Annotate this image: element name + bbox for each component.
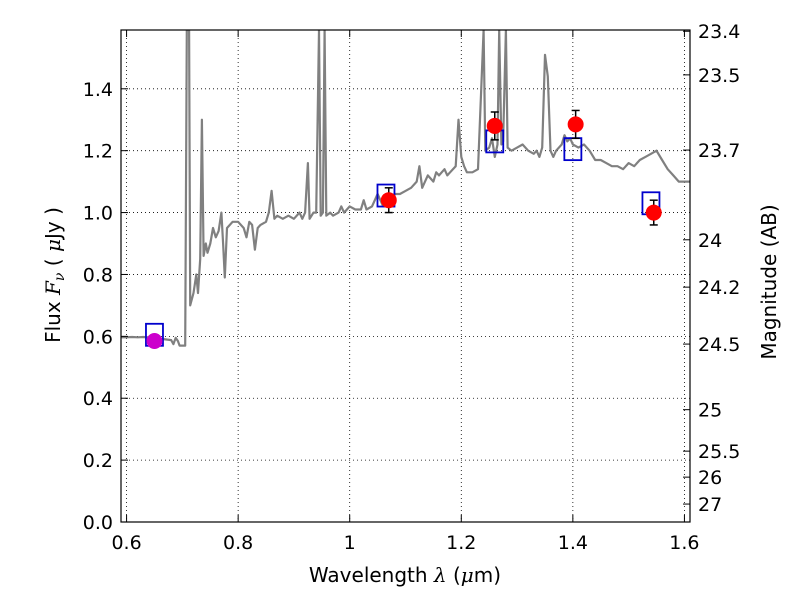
x-tick-label: 1.4 [558, 532, 588, 554]
x-tick-label: 0.6 [111, 532, 141, 554]
spectrum-layer [121, 30, 690, 347]
y2-tick-label: 24.2 [698, 277, 740, 299]
y-axis-title: Flux Fν ( μJy ) [41, 207, 68, 343]
y-tick-label: 1.4 [83, 79, 113, 101]
y-tick-label: 0.6 [83, 326, 113, 348]
spectrum-line [121, 30, 690, 347]
y2-tick-label: 24.5 [698, 334, 740, 356]
y2-tick-label: 27 [698, 494, 722, 516]
y-tick-label: 0.8 [83, 264, 113, 286]
y2-tick-label: 23.5 [698, 65, 740, 87]
observed-photometry-point [146, 332, 163, 349]
observed-photometry-point [567, 116, 584, 133]
y-tick-label: 0.4 [83, 388, 113, 410]
y-tick-label: 1.0 [83, 203, 113, 225]
x-tick-label: 1 [344, 532, 356, 554]
photometry-layer [145, 109, 662, 349]
x-tick-label: 1.2 [446, 532, 476, 554]
observed-photometry-point [645, 204, 662, 221]
y-tick-label: 0.0 [83, 512, 113, 534]
y2-tick-label: 23.4 [698, 21, 740, 43]
grid [121, 30, 690, 523]
y2-tick-label: 26 [698, 467, 722, 489]
y2-tick-label: 25.5 [698, 441, 740, 463]
x-axis-title: Wavelength λ (μm) [309, 563, 501, 587]
axis-ticks: 0.6 0.8 1 1.2 1.4 1.6 0.0 0.2 0.4 0.6 0.8 1.0 1.2 1.4… [83, 21, 741, 554]
y-tick-label: 0.2 [83, 450, 113, 472]
y2-tick-label: 24 [698, 230, 722, 252]
observed-photometry-point [380, 192, 397, 209]
plot-frame [120, 29, 691, 523]
y2-tick-label: 23.7 [698, 140, 740, 162]
x-tick-label: 1.6 [669, 532, 699, 554]
secondary-y-axis-title: Magnitude (AB) [757, 204, 781, 359]
observed-photometry-point [486, 117, 503, 134]
x-tick-label: 0.8 [223, 532, 253, 554]
y2-tick-label: 25 [698, 400, 722, 422]
y-tick-label: 1.2 [83, 141, 113, 163]
